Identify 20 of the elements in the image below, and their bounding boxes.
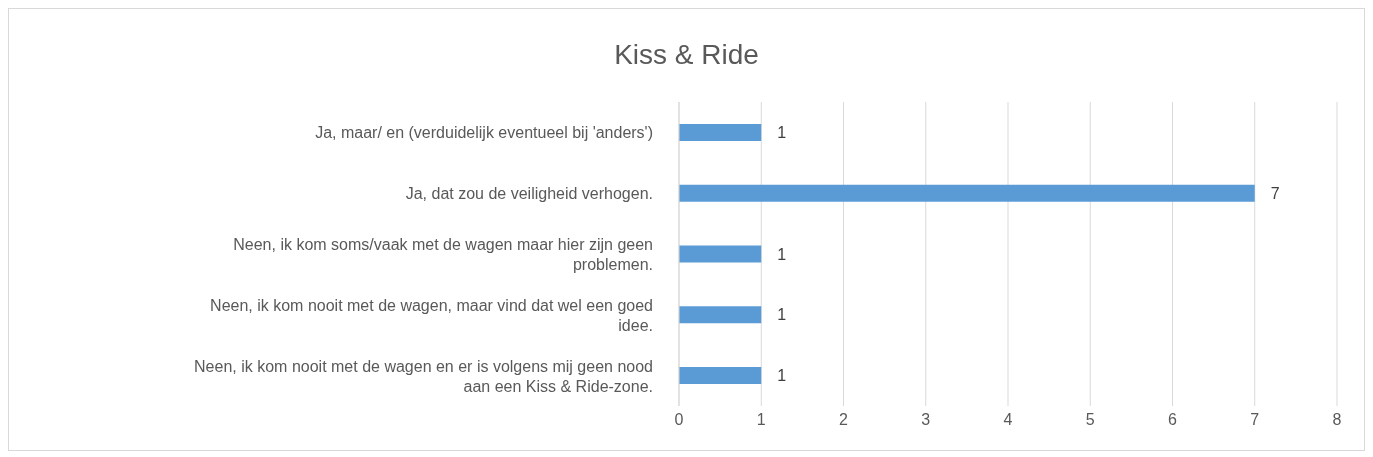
x-tick-label: 5	[1085, 411, 1095, 429]
data-label: 1	[777, 245, 787, 263]
data-label: 1	[777, 124, 787, 142]
data-label: 7	[1270, 184, 1280, 202]
data-label: 1	[777, 306, 787, 324]
x-tick-label: 2	[839, 411, 849, 429]
x-tick-label: 0	[674, 411, 684, 429]
y-tick-label: Ja, dat zou de veiligheid verhogen.	[405, 184, 653, 202]
x-tick-label: 3	[921, 411, 931, 429]
x-tick-label: 6	[1168, 411, 1178, 429]
y-tick-label: Neen, ik kom nooit met de wagen en er is volgens mij geen nood aan een Kiss & Ride-zone.	[194, 357, 653, 395]
x-tick-label: 7	[1250, 411, 1260, 429]
x-tick-label: 8	[1332, 411, 1342, 429]
data-label: 1	[777, 367, 787, 385]
y-tick-label: Neen, ik kom nooit met de wagen, maar vind dat wel een goed idee.	[210, 296, 653, 334]
y-tick-label: Neen, ik kom soms/vaak met de wagen maar hier zijn geen problemen.	[233, 235, 653, 273]
x-tick-label: 4	[1003, 411, 1013, 429]
x-tick-label: 1	[756, 411, 766, 429]
y-tick-label: Ja, maar/ en (verduidelijk eventueel bij 'anders')	[315, 123, 653, 141]
chart-title: Kiss & Ride	[613, 38, 760, 72]
